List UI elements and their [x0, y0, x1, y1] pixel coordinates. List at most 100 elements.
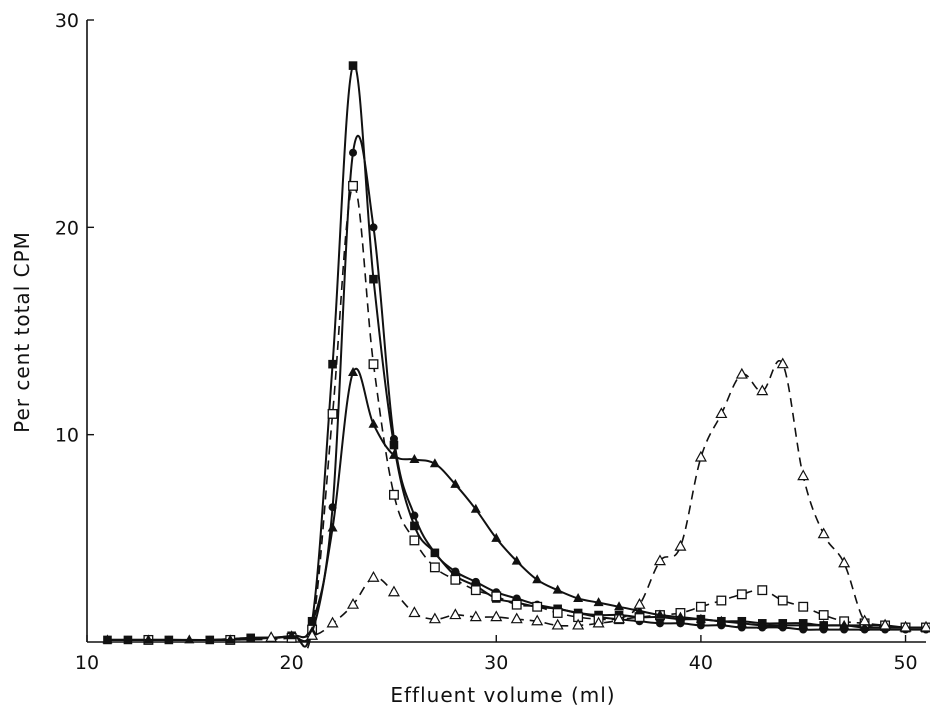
series-2-point — [327, 408, 338, 419]
series-4-point — [899, 620, 912, 632]
series-0-point — [348, 61, 358, 70]
series-3-point — [368, 418, 379, 428]
series-4-point — [408, 606, 421, 618]
series-1-point — [410, 511, 419, 520]
series-2-point — [695, 601, 706, 612]
series-2-point — [429, 562, 440, 573]
series-3-point — [532, 574, 543, 584]
x-tick-label: 10 — [75, 652, 99, 674]
series-3-point — [634, 605, 645, 615]
series-3-point — [839, 619, 850, 629]
series-4 — [265, 357, 930, 642]
series-3-point — [225, 634, 236, 644]
series-3-point — [348, 366, 359, 376]
series-2-point — [409, 535, 420, 546]
series-3-point — [818, 619, 829, 629]
series-4-point — [735, 367, 748, 379]
series-4-point — [531, 614, 544, 626]
series-1 — [103, 134, 930, 644]
y-tick-label: 30 — [55, 10, 79, 32]
series-4-point — [367, 570, 380, 582]
series-4-point — [265, 631, 278, 642]
series-2-point — [491, 591, 502, 602]
series-4-point — [653, 554, 666, 566]
series-3-point — [675, 611, 686, 621]
series-3-point — [593, 597, 604, 607]
series-4-point — [428, 612, 441, 624]
series-4-point — [326, 616, 339, 628]
series-4-point — [817, 527, 830, 539]
series-0-point — [328, 359, 337, 369]
series-0-point — [369, 274, 378, 284]
series-3-point — [491, 532, 502, 542]
series-2-point — [736, 589, 747, 600]
series-2-point — [757, 585, 768, 596]
series-2-point — [552, 608, 563, 618]
y-tick-label: 20 — [55, 217, 79, 239]
series-4-point — [469, 610, 482, 622]
series-2-point — [511, 599, 522, 610]
series-3-point — [736, 617, 747, 627]
series-4-point — [449, 608, 462, 620]
series-3-point — [859, 621, 870, 631]
series-4-line — [271, 360, 927, 639]
series-2-point — [389, 489, 399, 500]
data-series — [102, 61, 930, 651]
y-axis-title: Per cent total CPM — [10, 231, 34, 433]
series-3-point — [450, 478, 461, 488]
series-3-point — [695, 613, 706, 623]
x-tick-label: 30 — [484, 652, 508, 674]
series-3 — [102, 366, 930, 644]
series-4-point — [306, 629, 319, 640]
series-3-point — [102, 634, 113, 644]
series-2-point — [798, 601, 809, 612]
series-4-point — [919, 620, 930, 632]
series-1-point — [389, 434, 398, 443]
series-4-point — [613, 612, 626, 624]
x-axis-title: Effluent volume (ml) — [390, 683, 615, 707]
series-3-point — [777, 619, 788, 629]
x-tick-label: 20 — [280, 652, 304, 674]
series-4-point — [387, 585, 400, 597]
series-1-point — [676, 619, 685, 628]
series-2-point — [450, 574, 461, 585]
y-tick-label: 10 — [55, 425, 79, 447]
series-1-point — [471, 577, 480, 586]
series-1-point — [696, 621, 705, 630]
series-3-point — [184, 634, 195, 644]
x-tick-label: 40 — [689, 652, 713, 674]
series-2-point — [818, 610, 829, 620]
series-2-point — [348, 180, 358, 191]
series-4-point — [347, 597, 360, 609]
series-3-point — [143, 634, 154, 644]
series-2-point — [532, 601, 543, 612]
series-3-point — [409, 454, 420, 464]
axes — [86, 20, 926, 643]
series-1-point — [246, 633, 255, 642]
series-2-point — [470, 585, 481, 596]
axis-ticks: 10 20 30 40 50 10 20 30 — [55, 10, 918, 674]
series-3-point — [716, 615, 727, 625]
series-1-point — [430, 548, 439, 557]
series-3-point — [470, 503, 481, 513]
series-3-point — [511, 555, 522, 565]
series-4-point — [838, 556, 851, 568]
series-1-point — [349, 148, 358, 157]
series-2-point — [716, 595, 727, 606]
series-4-point — [797, 469, 810, 481]
series-3-point — [798, 619, 809, 629]
series-2-point — [368, 359, 379, 370]
series-4-point — [592, 616, 605, 628]
series-4-point — [551, 618, 564, 630]
series-4-point — [510, 612, 523, 624]
series-3-point — [573, 592, 584, 602]
series-4-point — [694, 450, 707, 462]
series-3-point — [388, 449, 399, 459]
series-1-point — [655, 619, 664, 628]
series-3-point — [327, 522, 338, 532]
series-4-point — [756, 384, 769, 396]
series-3-point — [614, 601, 625, 611]
series-1-point — [369, 223, 378, 232]
x-tick-label: 50 — [893, 652, 917, 674]
